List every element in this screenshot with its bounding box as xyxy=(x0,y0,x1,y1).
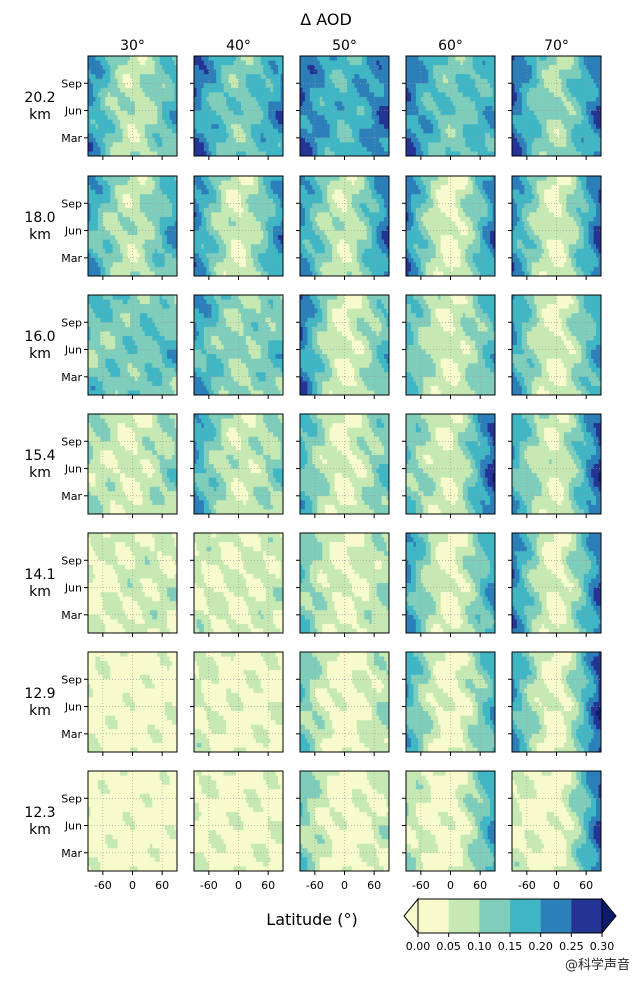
y-tick-label: Mar xyxy=(61,132,82,145)
chart-title: Δ AOD xyxy=(300,10,352,29)
column-header: 70° xyxy=(544,38,569,54)
y-tick-label: Jun xyxy=(64,105,82,118)
column-header: 40° xyxy=(226,38,251,54)
panel-r0-c4 xyxy=(512,56,602,157)
y-tick-label: Mar xyxy=(61,252,82,265)
column-headers: 30° 40° 50° 60° 70° xyxy=(120,38,569,54)
panels: SepJunMarSepJunMarSepJunMarSepJunMarSepJ… xyxy=(61,56,601,875)
y-tick-label: Sep xyxy=(61,197,82,210)
column-header: 60° xyxy=(438,38,463,54)
y-tick-label: Jun xyxy=(64,225,82,238)
column-header: 30° xyxy=(120,38,145,54)
y-tick-label: Sep xyxy=(61,77,82,90)
column-header: 50° xyxy=(332,38,357,54)
